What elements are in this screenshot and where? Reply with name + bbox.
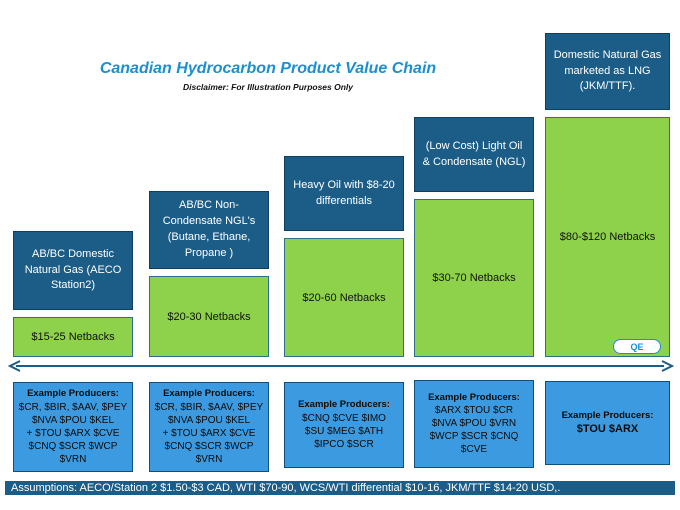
chart-title: Canadian Hydrocarbon Product Value Chain [99, 60, 437, 77]
netback-bar-3: $20-60 Netbacks [284, 238, 404, 357]
producers-header-1: Example Producers: [27, 388, 119, 400]
producers-list-2: $CR, $BIR, $AAV, $PEY $NVA $POU $KEL + $… [154, 401, 264, 465]
category-label-3: Heavy Oil with $8-20 differentials [284, 156, 404, 231]
qe-badge: QE [613, 339, 661, 354]
producers-list-3: $CNQ $CVE $IMO $SU $MEG $ATH $IPCO $SCR [302, 412, 386, 450]
netback-value-label-5: $80-$120 Netbacks [559, 231, 656, 243]
axis-left-arrow-icon [8, 360, 21, 372]
netback-bar-2: $20-30 Netbacks [149, 276, 269, 357]
producers-header-5: Example Producers: [561, 409, 654, 421]
chart-disclaimer: Disclaimer: For Illustration Purposes On… [182, 82, 354, 92]
netback-bar-1: $15-25 Netbacks [13, 317, 133, 357]
category-label-5: Domestic Natural Gas marketed as LNG (JK… [545, 33, 670, 110]
producers-list-4: $ARX $TOU $CR $NVA $POU $VRN $WCP $SCR $… [429, 405, 519, 456]
netback-bar-5: $80-$120 Netbacks [545, 117, 670, 357]
producers-header-2: Example Producers: [163, 388, 255, 400]
producers-header-3: Example Producers: [298, 399, 390, 411]
netback-bar-4: $30-70 Netbacks [414, 199, 534, 357]
netback-value-label-4: $30-70 Netbacks [432, 272, 516, 284]
producers-box-5: Example Producers: $TOU $ARX [545, 381, 670, 465]
producers-list-5: $TOU $ARX [576, 423, 639, 436]
axis-right-arrow-icon [661, 360, 674, 372]
netback-value-label-2: $20-30 Netbacks [167, 310, 251, 323]
assumptions-banner: Assumptions: AECO/Station 2 $1.50-$3 CAD… [5, 481, 675, 495]
producers-box-3: Example Producers: $CNQ $CVE $IMO $SU $ME… [284, 382, 404, 468]
category-label-1: AB/BC Domestic Natural Gas (AECO Station… [13, 231, 133, 310]
producers-box-4: Example Producers: $ARX $TOU $CR $NVA $PO… [414, 380, 534, 468]
value-chain-axis [16, 365, 664, 367]
producers-list-1: $CR, $BIR, $AAV, $PEY $NVA $POU $KEL + $… [18, 401, 128, 465]
category-label-4: (Low Cost) Light Oil & Condensate (NGL) [414, 117, 534, 192]
producers-header-4: Example Producers: [428, 391, 520, 403]
category-label-2: AB/BC Non-Condensate NGL's (Butane, Etha… [149, 191, 269, 269]
netback-value-label-3: $20-60 Netbacks [302, 291, 386, 304]
netback-value-label-1: $15-25 Netbacks [31, 331, 115, 343]
producers-box-2: Example Producers: $CR, $BIR, $AAV, $PEY … [149, 382, 269, 472]
producers-box-1: Example Producers: $CR, $BIR, $AAV, $PEY … [13, 382, 133, 472]
